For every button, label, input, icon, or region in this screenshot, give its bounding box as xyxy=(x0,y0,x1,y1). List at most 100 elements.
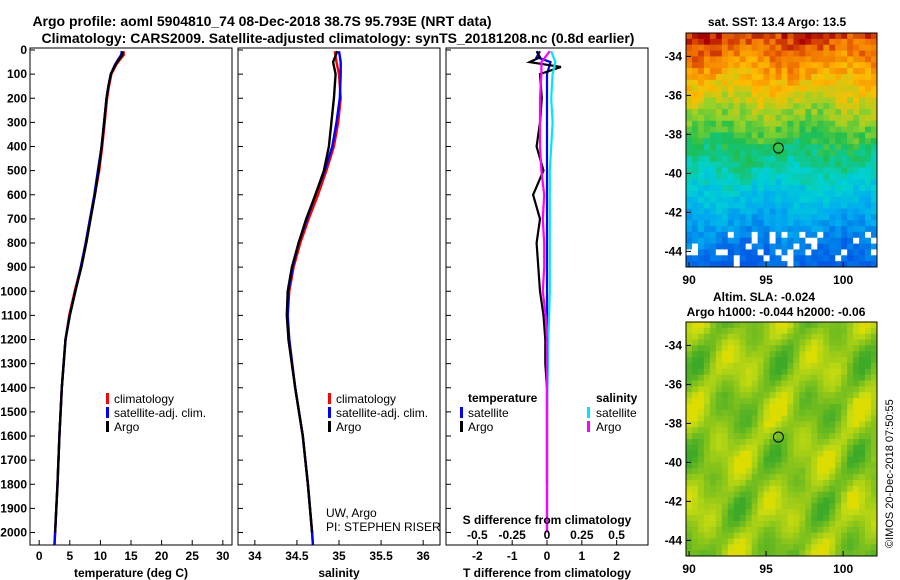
map-cell xyxy=(691,439,699,446)
map-cell xyxy=(727,327,735,335)
map-cell xyxy=(763,126,770,133)
map-cell xyxy=(811,167,818,174)
map-cell xyxy=(775,520,782,528)
map-cell xyxy=(859,479,866,487)
map-cell xyxy=(805,503,812,510)
map-cell xyxy=(769,85,776,92)
map-cell xyxy=(709,415,717,422)
map-cell xyxy=(787,155,794,163)
map-cell xyxy=(859,351,866,358)
map-cell xyxy=(727,231,735,239)
map-cell xyxy=(691,392,699,399)
map-cell xyxy=(757,62,764,69)
map-cell xyxy=(835,91,842,98)
map-cell xyxy=(757,214,764,221)
map-cell xyxy=(793,202,800,209)
map-cell xyxy=(703,173,711,180)
map-cell xyxy=(811,421,818,428)
map-cell xyxy=(841,196,848,204)
map-cell xyxy=(787,503,794,510)
difference-x-axis: -2 -1 0 1 2 xyxy=(472,540,620,563)
map-cell xyxy=(739,185,747,192)
map-cell xyxy=(709,351,717,358)
map-cell xyxy=(835,243,842,250)
map-cell xyxy=(757,185,764,192)
map-cell xyxy=(799,56,806,63)
map-cell xyxy=(787,421,794,428)
map-cell xyxy=(733,433,741,440)
map-cell xyxy=(799,462,806,469)
map-cell xyxy=(865,202,872,209)
map-cell xyxy=(733,439,741,446)
map-cell xyxy=(757,462,764,469)
map-cell xyxy=(733,202,741,209)
map-cell xyxy=(703,249,711,256)
map-cell xyxy=(686,515,693,522)
map-cell xyxy=(793,520,800,528)
map-cell xyxy=(721,91,729,98)
map-cell xyxy=(709,237,717,244)
map-cell xyxy=(811,56,818,63)
legend-argo-swatch xyxy=(106,421,109,432)
map-cell xyxy=(769,550,776,557)
map-cell xyxy=(775,56,782,63)
map-cell xyxy=(715,38,723,46)
map-cell xyxy=(853,144,860,151)
map-cell xyxy=(763,532,770,539)
map-cell xyxy=(799,79,806,87)
map-cell xyxy=(817,550,824,557)
map-cell xyxy=(691,415,699,422)
map-cell xyxy=(793,155,800,163)
map-cell xyxy=(775,173,782,180)
map-cell xyxy=(865,167,872,174)
map-cell xyxy=(817,126,824,133)
difference-series xyxy=(525,50,562,533)
map-cell xyxy=(703,526,711,533)
map-cell xyxy=(697,462,705,469)
map-cell xyxy=(859,91,866,98)
map-cell xyxy=(763,185,770,192)
map-cell xyxy=(697,415,705,422)
map-cell xyxy=(805,50,812,57)
map-cell xyxy=(733,62,741,69)
map-cell xyxy=(709,208,717,215)
temperature-panel: 0100200300400500600700800900100011001200… xyxy=(0,43,233,580)
map-cell xyxy=(745,474,753,481)
x-tick-label: 5 xyxy=(66,549,73,563)
x-tick-label: 20 xyxy=(155,549,169,563)
map-cell xyxy=(841,409,848,416)
map-cell xyxy=(853,450,860,457)
map-cell xyxy=(769,68,776,75)
map-cell xyxy=(775,479,782,487)
map-cell xyxy=(811,380,818,387)
map-cell xyxy=(715,403,723,411)
map-cell xyxy=(745,497,753,504)
map-cell xyxy=(829,433,836,440)
map-cell xyxy=(751,208,759,215)
map-cell xyxy=(745,520,753,528)
map-cell xyxy=(793,226,800,233)
map-cell xyxy=(769,120,776,127)
map-cell xyxy=(817,261,824,268)
map-cell xyxy=(703,515,711,522)
map-cell xyxy=(745,97,753,104)
map-cell xyxy=(739,550,747,557)
map-cell xyxy=(775,196,782,204)
map-cell xyxy=(865,44,872,51)
map-cell xyxy=(781,526,788,533)
map-cell xyxy=(703,237,711,244)
map-cell xyxy=(769,392,776,399)
map-cell xyxy=(751,433,759,440)
map-cell xyxy=(793,150,800,157)
map-cell xyxy=(697,231,705,239)
salinity-xlabel: salinity xyxy=(318,566,360,580)
map-cell xyxy=(811,190,818,198)
map-cell xyxy=(823,226,830,233)
map-cell xyxy=(787,456,794,463)
map-cell xyxy=(835,109,842,116)
map-cell xyxy=(781,62,788,69)
map-cell xyxy=(787,327,794,335)
map-cell xyxy=(859,485,866,493)
map-cell xyxy=(703,167,711,174)
map-cell xyxy=(859,439,866,446)
